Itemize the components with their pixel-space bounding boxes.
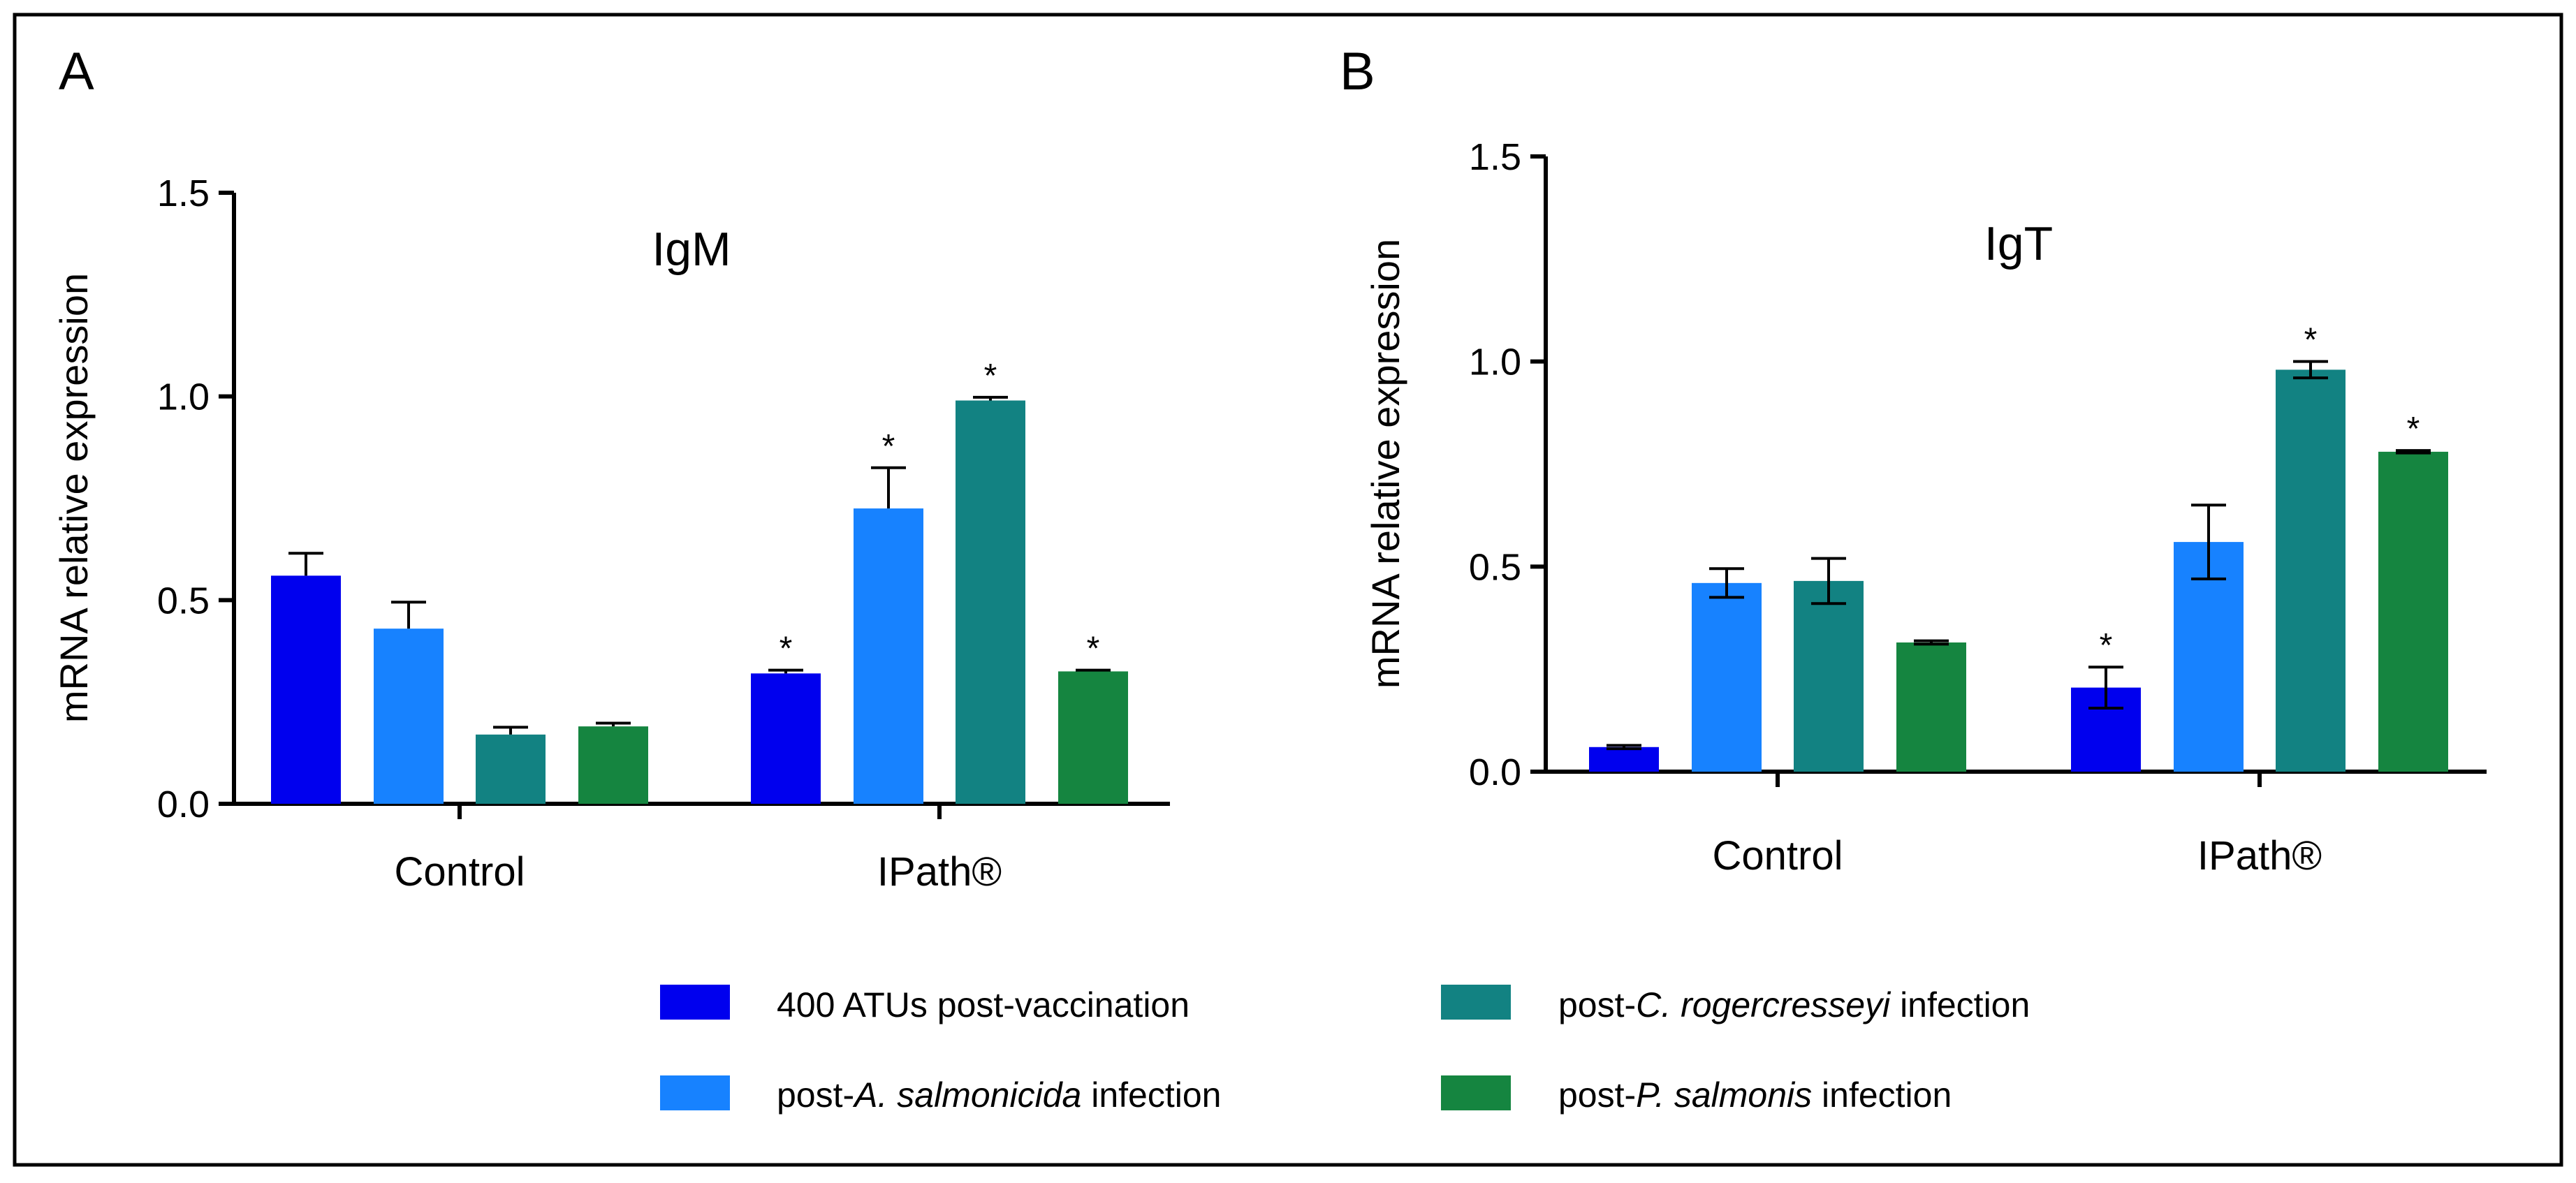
legend-swatch-p-salmonis [1441, 1075, 1511, 1110]
chart-0-y-tick-label: 1.0 [157, 376, 210, 418]
chart-0-bar [854, 508, 923, 804]
legend-text-part: post- [777, 1075, 854, 1115]
chart-0-y-tick-label: 1.5 [157, 172, 210, 214]
chart-1-y-axis-label: mRNA relative expression [1363, 239, 1407, 689]
chart-0-bar [374, 629, 444, 804]
legend: 400 ATUs post-vaccination post-C. rogerc… [660, 985, 2030, 1115]
legend-text-part: P. salmonis [1636, 1075, 1812, 1115]
chart-1-bar [1692, 582, 1762, 772]
chart-0-title: IgM [652, 223, 731, 276]
legend-swatch-c-rogercresseyi [1441, 985, 1511, 1020]
legend-swatch-400-atus [660, 985, 730, 1020]
legend-text-part: post- [1558, 985, 1636, 1024]
chart-0-significance-marker: * [984, 358, 997, 395]
legend-text-part: C. rogercresseyi [1636, 985, 1891, 1024]
chart-0-y-tick-label: 0.5 [157, 580, 210, 622]
chart-1-significance-marker: * [2100, 627, 2113, 664]
chart-0-bar [1058, 671, 1128, 804]
chart-0-significance-marker: * [1087, 631, 1100, 668]
chart-0-bar [476, 734, 546, 804]
chart-1-significance-marker: * [2304, 322, 2318, 359]
panel-label-b: B [1340, 42, 1375, 101]
legend-text-part: post- [1558, 1075, 1636, 1115]
legend-label-p-salmonis: post-P. salmonis infection [1558, 1075, 1952, 1115]
chart-1-bar [1896, 642, 1966, 772]
chart-0-significance-marker: * [882, 428, 895, 465]
chart-0-bar [956, 400, 1025, 804]
chart-0-significance-marker: * [780, 631, 793, 668]
legend-text-part: infection [1890, 985, 2030, 1024]
chart-0-y-axis-label: mRNA relative expression [52, 273, 96, 723]
legend-text-part: 400 ATUs post-vaccination [777, 985, 1190, 1024]
panel-label-a: A [59, 42, 94, 101]
chart-1-bar [1794, 580, 1864, 772]
legend-label-a-salmonicida: post-A. salmonicida infection [777, 1075, 1221, 1115]
chart-1-category-label: IPath® [2197, 833, 2322, 879]
figure-frame [13, 13, 2563, 1167]
chart-1-title: IgT [1984, 217, 2053, 270]
chart-1-y-tick-label: 1.5 [1469, 136, 1521, 178]
legend-text-part: infection [1081, 1075, 1221, 1115]
chart-1-bar [1589, 747, 1659, 772]
legend-text-part: infection [1812, 1075, 1952, 1115]
chart-0-bar [751, 673, 821, 804]
chart-1-y-tick-label: 0.0 [1469, 751, 1521, 793]
legend-swatch-a-salmonicida [660, 1075, 730, 1110]
legend-label-c-rogercresseyi: post-C. rogercresseyi infection [1558, 985, 2030, 1024]
legend-label-400-atus: 400 ATUs post-vaccination [777, 985, 1190, 1024]
chart-0-category-label: IPath® [877, 849, 1002, 895]
chart-0-category-label: Control [395, 849, 525, 895]
chart-0-y-tick-label: 0.0 [157, 784, 210, 825]
chart-1-y-tick-label: 0.5 [1469, 546, 1521, 588]
chart-0-bar [271, 575, 341, 804]
chart-1-bar [2378, 451, 2448, 772]
chart-1-category-label: Control [1713, 833, 1843, 879]
legend-text-part: A. salmonicida [852, 1075, 1081, 1115]
chart-1-bar [2276, 369, 2346, 772]
chart-0-bar [578, 726, 648, 804]
chart-igt: IgT mRNA relative expression 0.0 0.5 1.0 1.5 C… [1363, 136, 2487, 879]
chart-igm: IgM mRNA relative expression 0.0 0.5 1.0 1.5 C… [52, 172, 1170, 895]
chart-1-significance-marker: * [2407, 411, 2420, 448]
chart-1-y-tick-label: 1.0 [1469, 341, 1521, 383]
